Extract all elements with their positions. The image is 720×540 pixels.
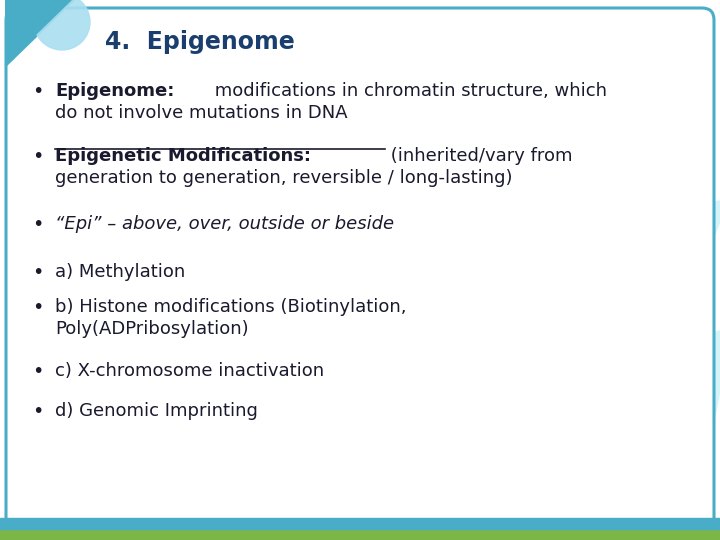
Polygon shape xyxy=(5,0,72,65)
Text: do not involve mutations in DNA: do not involve mutations in DNA xyxy=(55,104,348,122)
Bar xyxy=(0,518,720,529)
Text: (inherited/vary from: (inherited/vary from xyxy=(385,147,573,165)
Text: Poly(ADPribosylation): Poly(ADPribosylation) xyxy=(55,320,248,338)
Text: a) Methylation: a) Methylation xyxy=(55,263,185,281)
Text: b) Histone modifications (Biotinylation,: b) Histone modifications (Biotinylation, xyxy=(55,298,407,316)
Text: •: • xyxy=(32,362,43,381)
Text: •: • xyxy=(32,147,43,166)
Polygon shape xyxy=(5,0,75,68)
Text: •: • xyxy=(32,402,43,421)
Text: generation to generation, reversible / long-lasting): generation to generation, reversible / l… xyxy=(55,169,513,187)
Text: •: • xyxy=(32,215,43,234)
Text: Epigenome:: Epigenome: xyxy=(55,82,174,100)
Text: c) X-chromosome inactivation: c) X-chromosome inactivation xyxy=(55,362,324,380)
FancyBboxPatch shape xyxy=(6,8,714,530)
Circle shape xyxy=(34,0,90,50)
Bar xyxy=(0,529,720,540)
Text: “Epi” – above, over, outside or beside: “Epi” – above, over, outside or beside xyxy=(55,215,394,233)
Text: modifications in chromatin structure, which: modifications in chromatin structure, wh… xyxy=(209,82,607,100)
Text: •: • xyxy=(32,298,43,317)
Text: •: • xyxy=(32,263,43,282)
Text: d) Genomic Imprinting: d) Genomic Imprinting xyxy=(55,402,258,420)
Text: •: • xyxy=(32,82,43,101)
Text: Epigenetic Modifications:: Epigenetic Modifications: xyxy=(55,147,311,165)
Text: 4.  Epigenome: 4. Epigenome xyxy=(105,30,294,54)
